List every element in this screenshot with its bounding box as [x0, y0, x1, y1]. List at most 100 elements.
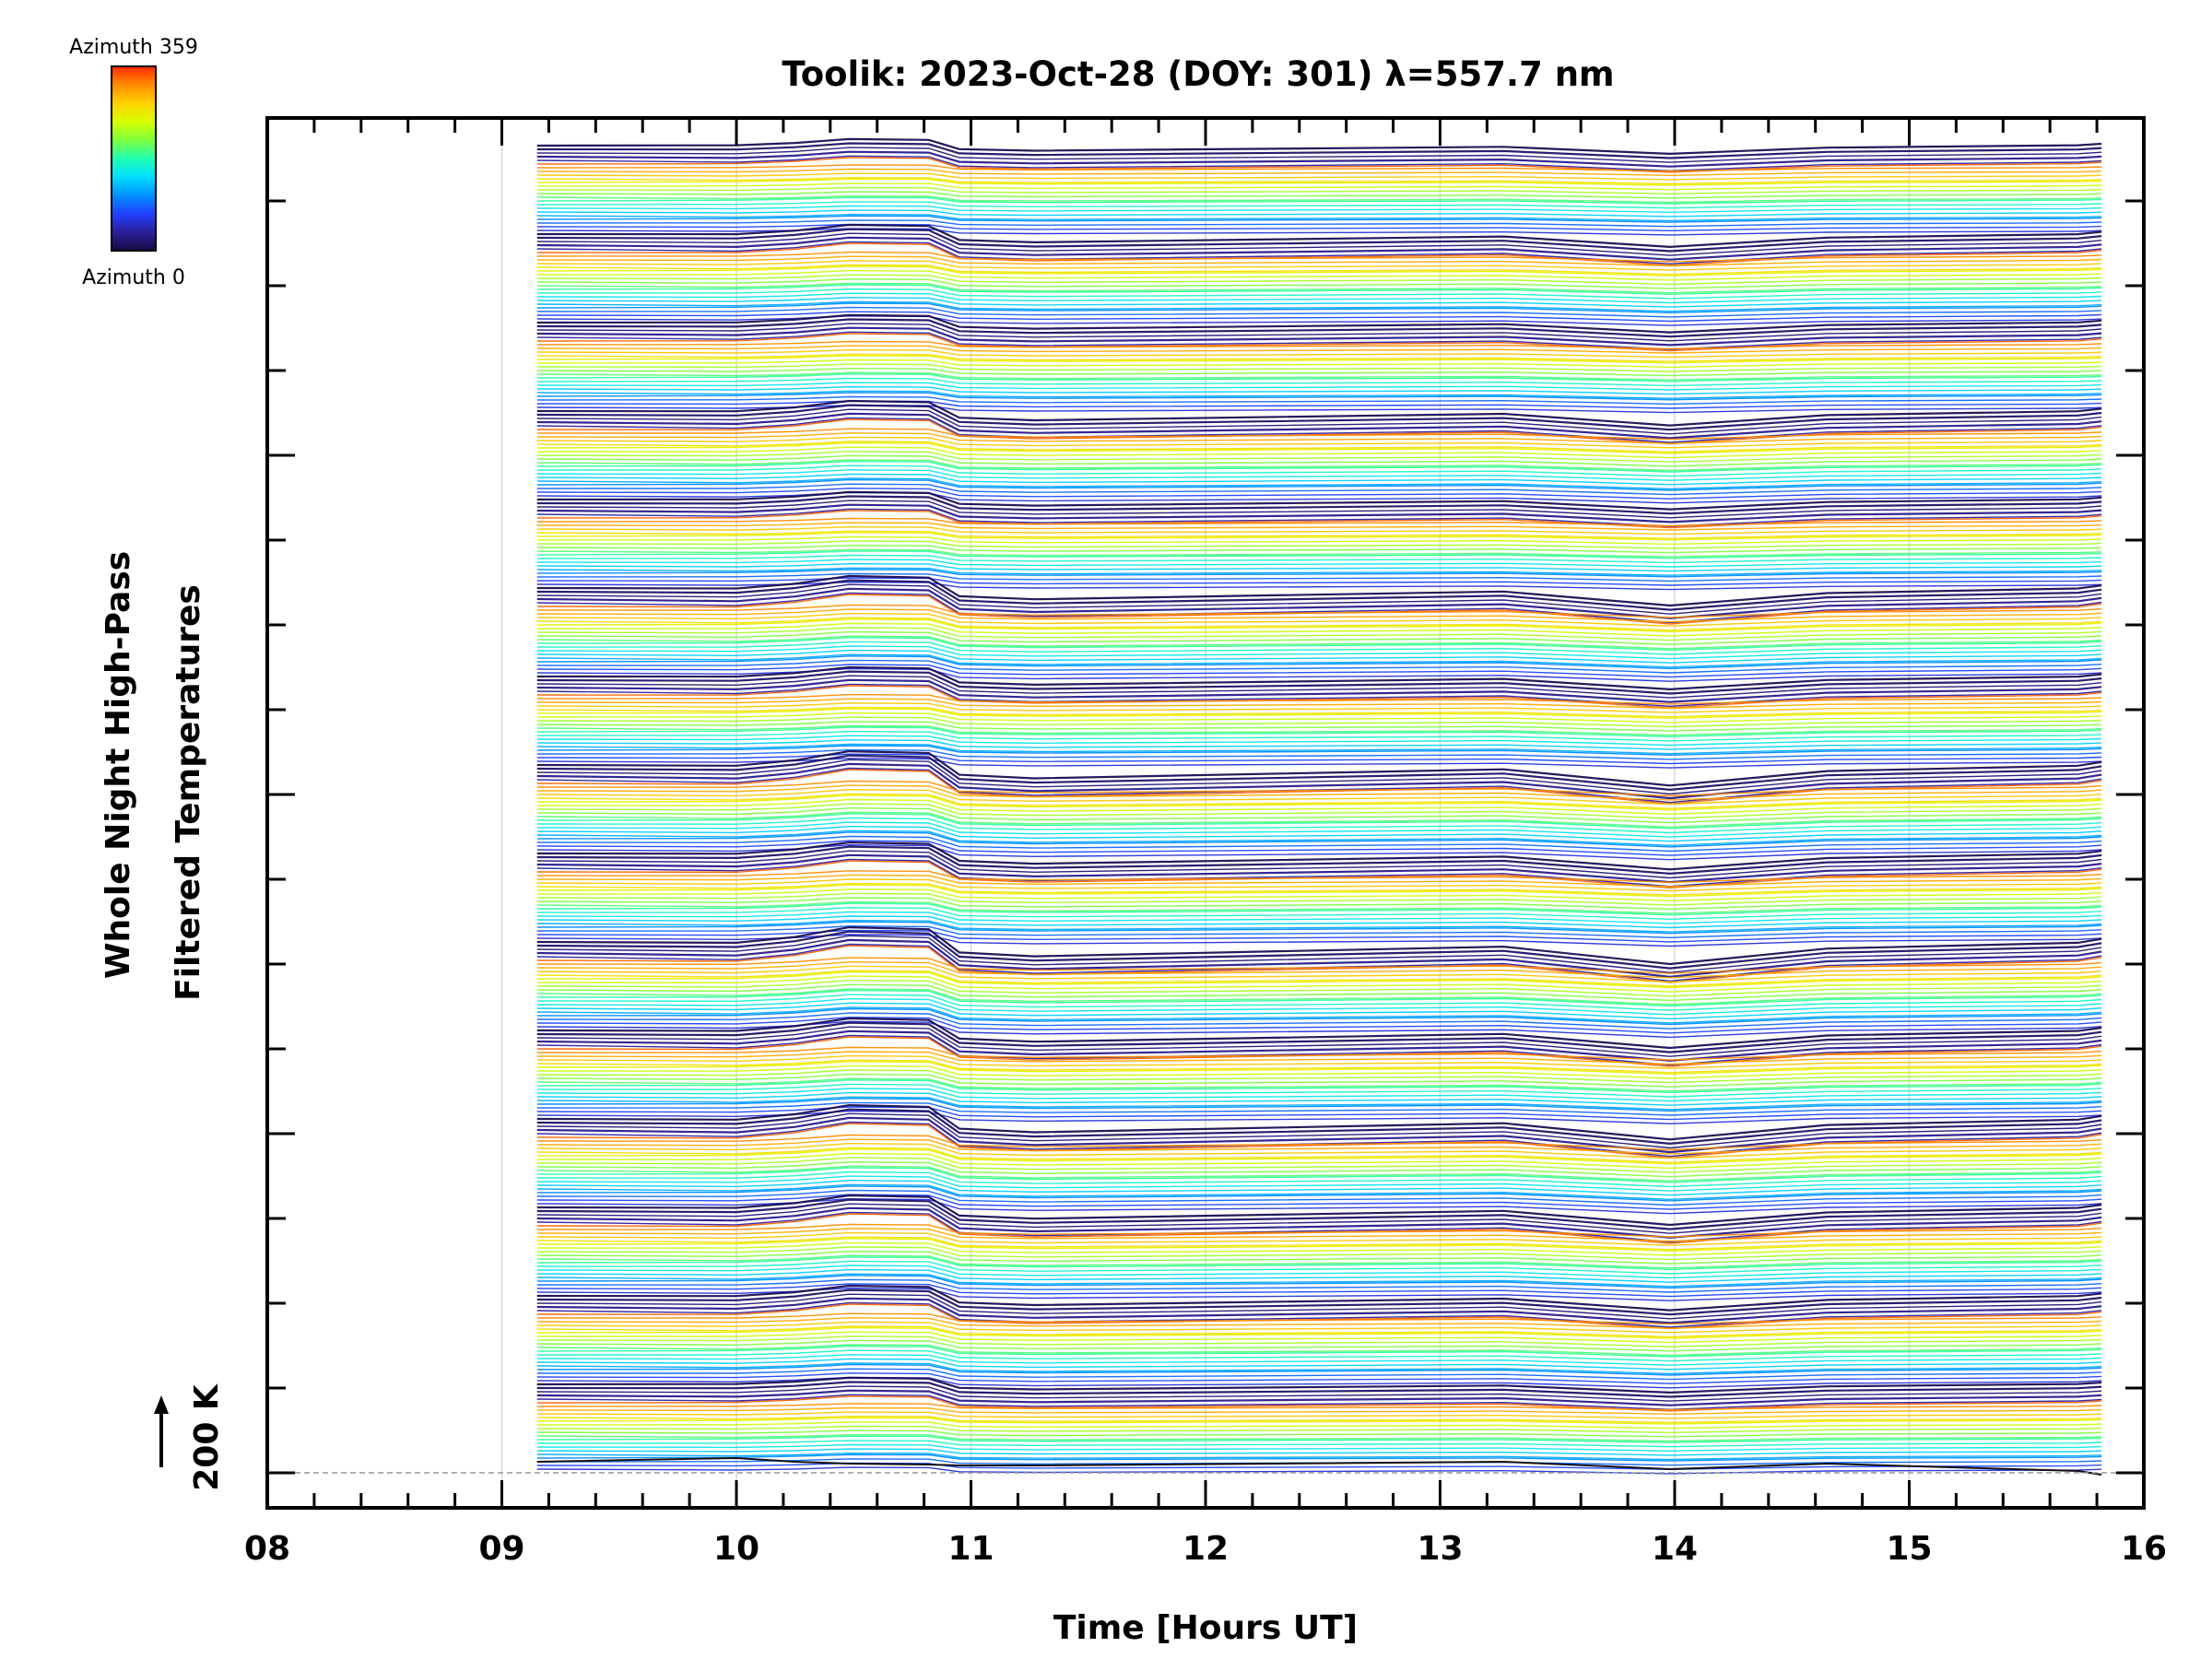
trace-line	[536, 630, 2102, 645]
trace-line	[536, 1372, 2102, 1384]
trace-line	[536, 970, 2102, 987]
trace-line	[536, 469, 2102, 481]
trace-line	[536, 1417, 2102, 1425]
trace-line	[536, 274, 2102, 286]
trace-line	[536, 659, 2102, 674]
trace-line	[536, 535, 2102, 546]
trace-line	[536, 853, 2102, 884]
trace-line	[536, 459, 2102, 472]
trace-line	[536, 323, 2102, 342]
trace-line	[536, 1054, 2102, 1069]
trace-line	[536, 178, 2102, 186]
trace-line	[536, 176, 2102, 185]
trace-line	[536, 483, 2102, 496]
trace-line	[536, 477, 2102, 490]
trace-line	[536, 292, 2102, 304]
x-tick-label: 16	[2121, 1530, 2167, 1568]
trace-line	[536, 794, 2102, 811]
trace-line	[536, 712, 2102, 724]
trace-line	[536, 825, 2102, 842]
trace-line	[536, 264, 2102, 276]
trace-line	[536, 925, 2102, 939]
trace-line	[536, 1425, 2102, 1434]
trace-line	[536, 988, 2102, 1006]
trace-line	[536, 223, 2102, 249]
trace-line	[536, 1288, 2102, 1316]
trace-line	[536, 385, 2102, 395]
trace-line	[536, 544, 2102, 554]
trace-line	[536, 1147, 2102, 1164]
trace-line	[536, 1287, 2102, 1301]
trace-line	[536, 965, 2102, 983]
trace-line	[536, 282, 2102, 294]
x-tick-labels: 08 09 10 11 12 13 14 15 16	[244, 1530, 2167, 1568]
scale-marker-label: 200 K	[188, 1383, 226, 1491]
trace-line	[536, 363, 2102, 372]
trace-line	[536, 1179, 2102, 1196]
trace-line	[536, 164, 2102, 172]
trace-line	[536, 874, 2102, 888]
trace-line	[536, 1275, 2102, 1289]
trace-line	[536, 739, 2102, 750]
trace-line	[536, 300, 2102, 312]
trace-line	[536, 436, 2102, 449]
trace-line	[536, 1138, 2102, 1155]
trace-line	[536, 708, 2102, 720]
trace-line	[536, 382, 2102, 391]
trace-line	[536, 683, 2102, 708]
trace-line	[536, 1096, 2102, 1111]
trace-line	[536, 1345, 2102, 1358]
x-tick-label: 08	[244, 1530, 290, 1568]
trace-line	[536, 1016, 2102, 1034]
trace-line	[536, 907, 2102, 921]
trace-line	[536, 617, 2102, 631]
trace-line	[536, 1453, 2102, 1462]
trace-line	[536, 1381, 2102, 1398]
trace-line	[536, 721, 2102, 732]
trace-line	[536, 1079, 2102, 1094]
trace-line	[536, 1238, 2102, 1253]
trace-line	[536, 618, 2102, 633]
trace-line	[536, 604, 2102, 618]
trace-line	[536, 1152, 2102, 1170]
trace-line	[536, 454, 2102, 467]
trace-line	[536, 845, 2102, 876]
trace-line	[536, 698, 2102, 710]
trace-line	[536, 911, 2102, 924]
trace-line	[536, 587, 2102, 619]
trace-line	[536, 288, 2102, 300]
trace-line	[536, 331, 2102, 350]
y-axis-label-line2: Filtered Temperatures	[170, 584, 207, 1001]
trace-line	[536, 1103, 2102, 1141]
trace-line	[536, 1339, 2102, 1352]
trace-line	[536, 726, 2102, 738]
trace-line	[536, 441, 2102, 453]
trace-line	[536, 1265, 2102, 1279]
trace-line	[536, 1073, 2102, 1088]
trace-line	[536, 1389, 2102, 1406]
trace-line	[536, 730, 2102, 742]
trace-line	[536, 884, 2102, 898]
trace-line	[536, 1160, 2102, 1178]
scale-marker: 200 K	[154, 1383, 226, 1491]
x-tick-label: 10	[713, 1530, 759, 1568]
trace-line	[536, 412, 2102, 440]
trace-line	[536, 788, 2102, 806]
trace-line	[536, 831, 2102, 848]
trace-line	[536, 1206, 2102, 1239]
trace-line	[536, 1456, 2102, 1476]
trace-line	[536, 1183, 2102, 1201]
trace-line	[536, 371, 2102, 381]
trace-line	[536, 395, 2102, 406]
trace-line	[536, 817, 2102, 834]
trace-line	[536, 860, 2102, 889]
trace-line	[536, 392, 2102, 401]
trace-line	[536, 373, 2102, 382]
trace-line	[536, 1065, 2102, 1079]
trace-line	[536, 142, 2102, 159]
trace-line	[536, 428, 2102, 441]
trace-line	[536, 1268, 2102, 1283]
trace-line	[536, 811, 2102, 829]
trace-line	[536, 1435, 2102, 1443]
trace-line	[536, 1312, 2102, 1325]
